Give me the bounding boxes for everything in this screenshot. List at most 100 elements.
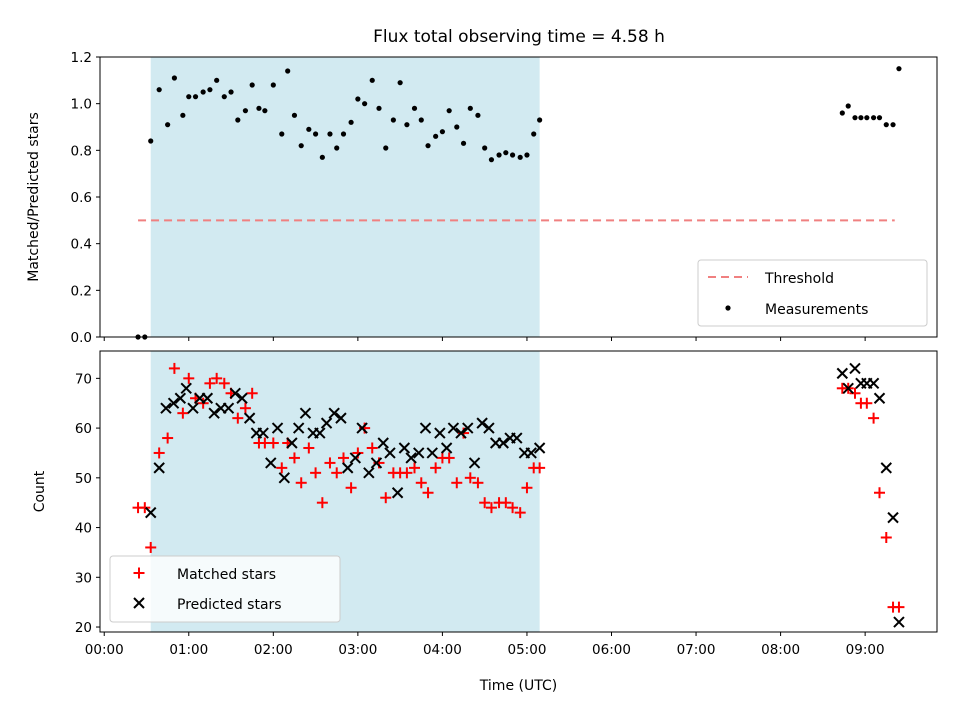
predicted-star-point (893, 616, 905, 628)
top-axes-frame (99, 56, 938, 338)
matched-star-point (162, 432, 174, 444)
predicted-star-point (314, 427, 326, 439)
top-y-tick-label: 0.0 (71, 330, 92, 346)
measurement-point (285, 68, 291, 74)
matched-star-point (874, 487, 886, 499)
predicted-star-point (320, 417, 333, 429)
bottom-y-tick-label: 70 (75, 371, 92, 387)
predicted-star-point (167, 397, 180, 409)
matched-star-point (232, 412, 244, 424)
matched-star-point (331, 467, 343, 479)
matched-star-point (168, 362, 180, 374)
legend-threshold-label: Threshold (764, 271, 834, 287)
top-y-tick-label: 1.2 (71, 50, 92, 66)
matched-star-point (472, 477, 484, 489)
matched-star-point (153, 447, 165, 459)
top-legend: Threshold Measurements (697, 259, 928, 327)
predicted-star-point (286, 437, 298, 449)
measurement-point (319, 154, 325, 160)
matched-star-point (366, 442, 378, 454)
measurement-point (503, 150, 509, 156)
bottom-y-ticks: 20 30 40 50 60 70 (75, 371, 100, 636)
matched-star-point (464, 472, 476, 484)
measurement-point (207, 87, 213, 93)
predicted-star-point (398, 442, 411, 454)
legend-matched-label: Matched stars (177, 567, 276, 583)
measurement-point (467, 105, 473, 111)
matched-star-point (345, 482, 357, 494)
measurement-point (249, 82, 255, 88)
matched-star-point (430, 462, 442, 474)
measurement-point (411, 105, 418, 111)
predicted-star-point (299, 407, 312, 419)
predicted-star-point (257, 427, 269, 439)
measurement-point (509, 152, 516, 158)
predicted-star-point (265, 457, 277, 469)
matched-star-point (479, 497, 491, 509)
x-tick-label: 07:00 (677, 642, 716, 658)
predicted-star-point (426, 447, 438, 459)
predicted-star-point (349, 452, 362, 464)
measurement-point (475, 112, 481, 118)
measurement-point (858, 115, 864, 121)
x-tick-label: 06:00 (592, 642, 631, 658)
measurement-point (256, 105, 262, 111)
bottom-y-tick-label: 60 (75, 421, 92, 437)
predicted-star-point (342, 462, 354, 474)
bottom-legend: Matched stars Predicted stars (109, 555, 341, 623)
matched-star-point (861, 397, 873, 409)
matched-star-point (295, 477, 307, 489)
measurement-point (148, 138, 154, 144)
predicted-star-point (201, 392, 214, 404)
matched-star-point (324, 457, 336, 469)
measurement-point (192, 94, 199, 100)
predicted-star-point (405, 452, 417, 464)
predicted-star-point (525, 447, 537, 459)
matched-star-point (401, 467, 413, 479)
matched-star-point (514, 507, 526, 519)
legend-measurements-swatch (725, 305, 731, 311)
measurement-point (460, 140, 467, 146)
bottom-y-tick-label: 50 (75, 471, 92, 487)
matched-star-point (485, 502, 497, 514)
predicted-star-point (236, 392, 248, 404)
predicted-star-point (377, 437, 389, 449)
matched-star-point (316, 497, 328, 509)
measurement-point (870, 115, 877, 121)
measurement-point (390, 117, 396, 123)
measurement-point (397, 80, 403, 86)
matched-star-point (507, 502, 519, 514)
measurement-point (369, 77, 375, 83)
matched-star-point (868, 412, 880, 424)
matched-star-point (288, 452, 300, 464)
bottom-y-tick-label: 20 (75, 620, 92, 636)
bottom-count-points (132, 362, 905, 628)
measurement-point (171, 75, 177, 81)
matched-star-point (880, 532, 892, 544)
top-y-ticks: 0.0 0.2 0.4 0.6 0.8 1.0 1.2 (71, 50, 100, 346)
measurement-point (482, 145, 488, 151)
measurement-point (348, 119, 354, 125)
matched-star-point (337, 452, 349, 464)
bottom-y-axis-label: Count (32, 470, 48, 512)
x-tick-label: 00:00 (85, 642, 124, 658)
measurement-point (896, 66, 902, 72)
measurement-point (312, 131, 319, 137)
measurement-point (279, 131, 285, 137)
measurement-point (418, 117, 424, 123)
matched-star-point (204, 377, 216, 389)
predicted-star-point (229, 387, 241, 399)
predicted-star-point (370, 457, 383, 469)
predicted-star-point (187, 402, 199, 414)
matched-star-point (451, 477, 463, 489)
measurement-point (221, 94, 227, 100)
measurement-point (291, 112, 298, 118)
predicted-star-point (419, 422, 432, 434)
x-tick-label: 01:00 (169, 642, 208, 658)
legend-measurements-label: Measurements (765, 302, 868, 318)
predicted-star-point (462, 422, 474, 434)
predicted-star-point (447, 422, 460, 434)
matched-star-point (267, 437, 279, 449)
measurement-point (298, 143, 304, 149)
